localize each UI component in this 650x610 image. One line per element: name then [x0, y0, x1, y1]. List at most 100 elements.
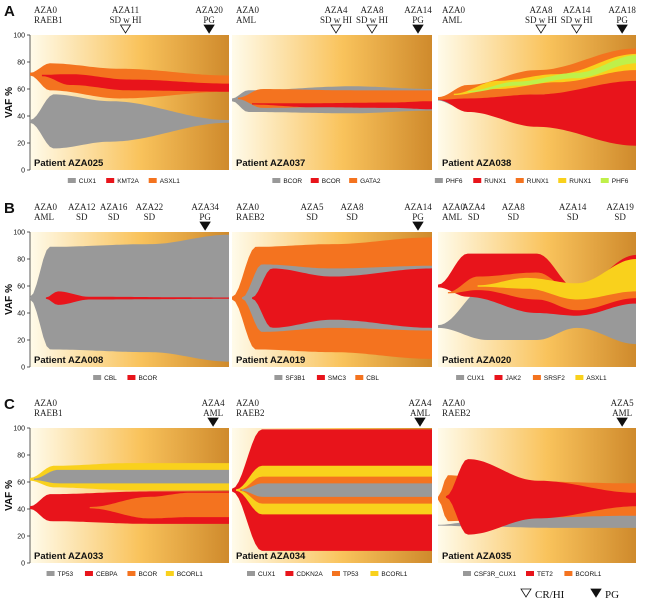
pg-marker-icon	[414, 417, 426, 427]
timepoint-label: AZA5	[301, 202, 324, 212]
legend-label: KMT2A	[117, 178, 139, 185]
clone-band-grey	[34, 469, 229, 484]
legend-label: CBL	[104, 375, 117, 382]
y-tick-label: 0	[21, 561, 25, 568]
timepoint-label: AZA0	[34, 398, 57, 408]
y-axis-label: VAF %	[4, 284, 15, 315]
timepoint-label: AZA8	[502, 202, 525, 212]
y-tick-label: 40	[17, 311, 25, 318]
timepoint-response: AML	[442, 212, 462, 222]
y-tick-label: 60	[17, 480, 25, 487]
pg-key-label: PG	[605, 589, 619, 601]
legend-swatch-orange	[332, 571, 340, 576]
timepoint-response: SD w HI	[320, 15, 352, 25]
timepoint-response: RAEB2	[236, 408, 265, 418]
y-axis-label: VAF %	[4, 480, 15, 511]
patient-label: Patient AZA037	[236, 158, 305, 169]
timepoint-response: AML	[203, 408, 223, 418]
timepoint-response: SD	[468, 212, 480, 222]
timepoint-label: AZA0	[34, 5, 57, 15]
row-label: C	[4, 396, 15, 413]
cr-hi-marker-icon	[330, 24, 342, 34]
legend-swatch-yellow	[165, 571, 174, 576]
legend-label: SRSF2	[544, 375, 565, 382]
clone-band-yellow	[477, 259, 636, 300]
legend-label: GATA2	[360, 178, 381, 185]
pg-key-icon	[590, 588, 602, 598]
pg-marker-icon	[203, 24, 215, 34]
legend-label: BCOR	[283, 178, 302, 185]
legend-label: CUX1	[258, 571, 276, 578]
y-tick-label: 100	[13, 426, 25, 433]
clone-band-grey	[30, 94, 229, 149]
response-key: CR/HI PG	[520, 588, 619, 601]
legend-swatch-red	[127, 375, 136, 380]
timepoint-response: SD	[108, 212, 120, 222]
timepoint-response: SD	[306, 212, 318, 222]
timepoint-response: SD w HI	[561, 15, 593, 25]
legend-swatch-orange	[515, 178, 524, 183]
legend-label: ASXL1	[160, 178, 181, 185]
timepoint-response: SD	[614, 212, 626, 222]
legend-swatch-grey	[93, 375, 102, 380]
legend-label: BCOR	[138, 375, 157, 382]
clone-band-red	[445, 459, 636, 535]
timepoint-response: RAEB2	[236, 212, 265, 222]
legend-label: TET2	[537, 571, 553, 578]
patient-label: Patient AZA033	[34, 551, 103, 562]
clone-band-grey	[242, 483, 432, 497]
timepoint-response: SD	[507, 212, 519, 222]
legend-swatch-grey	[274, 375, 283, 380]
y-tick-label: 40	[17, 114, 25, 121]
legend-swatch-red	[84, 571, 93, 576]
timepoint-label: AZA0	[442, 398, 465, 408]
legend-label: SMC3	[328, 375, 346, 382]
timepoint-label: AZA14	[404, 202, 432, 212]
timepoint-label: AZA4	[409, 398, 432, 408]
timepoint-response: SD	[346, 212, 358, 222]
clone-band-orange	[89, 492, 229, 519]
y-tick-label: 60	[17, 284, 25, 291]
patient-label: Patient AZA020	[442, 355, 511, 366]
panel-6: AZA0AMLAZA4SDAZA8SDAZA14SDAZA19SDPatient…	[438, 202, 636, 382]
legend-swatch-orange	[349, 178, 358, 183]
timepoint-label: AZA34	[191, 202, 219, 212]
row-label: B	[4, 200, 15, 217]
timepoint-response: AML	[442, 15, 462, 25]
legend-label: ASXL1	[586, 375, 607, 382]
timepoint-label: AZA0	[236, 5, 259, 15]
legend-swatch-yellow	[558, 178, 567, 183]
patient-label: Patient AZA038	[442, 158, 511, 169]
legend-swatch-grey	[463, 571, 471, 576]
clone-band-red	[438, 72, 636, 146]
y-axis-label: VAF %	[4, 87, 15, 118]
timepoint-label: AZA0	[236, 398, 259, 408]
pg-marker-icon	[207, 417, 219, 427]
timepoint-label: AZA14	[404, 5, 432, 15]
patient-label: Patient AZA034	[236, 551, 306, 562]
timepoint-response: SD w HI	[356, 15, 388, 25]
timepoint-label: AZA18	[608, 5, 636, 15]
legend-label: CUX1	[467, 375, 485, 382]
y-tick-label: 60	[17, 87, 25, 94]
legend-swatch-orange	[532, 375, 541, 380]
legend-swatch-orange	[127, 571, 136, 576]
timepoint-label: AZA4	[202, 398, 225, 408]
legend-label: CUX1	[79, 178, 97, 185]
legend-label: TP53	[58, 571, 74, 578]
timepoint-label: AZA11	[112, 5, 139, 15]
pg-marker-icon	[616, 24, 628, 34]
clone-band-red	[45, 291, 230, 305]
legend-label: RUNX1	[569, 178, 591, 185]
patient-label: Patient AZA025	[34, 158, 104, 169]
timepoint-label: AZA19	[606, 202, 634, 212]
y-tick-label: 20	[17, 534, 25, 541]
patient-label: Patient AZA019	[236, 355, 305, 366]
